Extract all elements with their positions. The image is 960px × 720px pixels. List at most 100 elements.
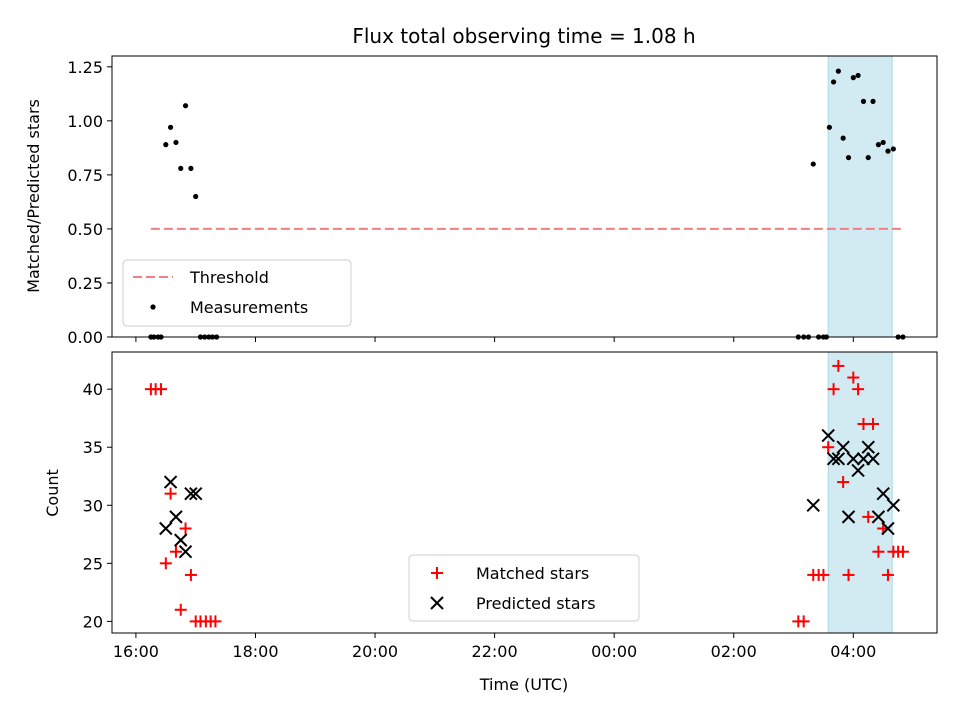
predicted-star-point <box>831 452 846 466</box>
measurement-point <box>880 139 886 146</box>
legend-matched-swatch <box>431 567 443 579</box>
predicted-star-point <box>826 452 841 466</box>
measurement-point <box>860 98 867 104</box>
measurement-point <box>885 148 891 154</box>
matched-star-point <box>817 568 830 581</box>
legend-matched-label: Matched stars <box>476 564 589 583</box>
y-tick-label: 40 <box>83 380 103 399</box>
x-tick-label: 04:00 <box>830 642 876 661</box>
predicted-stars-series <box>159 428 901 559</box>
predicted-star-point <box>861 440 875 454</box>
predicted-star-point <box>841 510 856 524</box>
legend-box <box>122 259 352 327</box>
predicted-star-point <box>159 521 173 536</box>
matched-star-point <box>797 615 810 628</box>
x-tick-label: 22:00 <box>472 642 518 661</box>
y-tick-label: 25 <box>83 554 103 573</box>
predicted-star-point <box>866 452 880 466</box>
matched-star-point <box>184 568 197 581</box>
x-tick-label: 16:00 <box>113 642 159 661</box>
matched-star-point <box>872 545 885 558</box>
chart-title: Flux total observing time = 1.08 h <box>352 24 695 48</box>
measurement-point <box>173 139 179 146</box>
predicted-star-point <box>163 475 178 489</box>
measurement-point <box>835 68 841 74</box>
matched-star-point <box>155 383 168 396</box>
matched-star-point <box>842 568 855 581</box>
matched-star-point <box>896 545 909 558</box>
predicted-star-point <box>846 452 861 466</box>
measurement-point <box>188 165 194 171</box>
matched-star-point <box>847 371 860 384</box>
measurement-point <box>865 154 871 161</box>
measurement-point <box>870 98 876 104</box>
y-tick-label: 0.75 <box>67 166 103 185</box>
y-tick-label: 0.00 <box>67 328 103 347</box>
matched-star-point <box>852 383 865 396</box>
x-tick-label: 00:00 <box>591 642 637 661</box>
predicted-star-point <box>806 498 820 512</box>
ratio-panel: 0.00 0.25 0.50 0.75 1.00 1.25 Threshold Measure… <box>67 55 938 347</box>
matched-star-point <box>209 615 222 628</box>
predicted-star-point <box>886 498 901 512</box>
legend-predicted-swatch <box>430 596 444 610</box>
legend-threshold-label: Threshold <box>189 268 269 287</box>
observing-window-span <box>827 55 893 338</box>
matched-star-point <box>832 359 845 372</box>
predicted-star-point <box>184 486 198 501</box>
measurement-point <box>850 75 856 81</box>
legend-predicted-label: Predicted stars <box>476 594 596 613</box>
legend-count: Matched stars Predicted stars <box>408 554 640 622</box>
matched-star-point <box>827 383 840 396</box>
axes-frame <box>111 55 938 338</box>
matched-star-point <box>862 510 875 523</box>
measurement-point <box>830 79 837 85</box>
predicted-star-point <box>821 428 835 443</box>
measurement-point <box>810 161 816 167</box>
measurement-point <box>182 103 189 109</box>
x-tick-label: 20:00 <box>352 642 398 661</box>
measurement-point <box>163 142 169 148</box>
matched-star-point <box>164 487 177 500</box>
x-axis-label: Time (UTC) <box>479 675 568 694</box>
matched-star-point <box>881 568 894 581</box>
measurement-point <box>845 154 852 161</box>
predicted-star-point <box>876 486 890 501</box>
y-tick-label: 0.25 <box>67 274 103 293</box>
y-tick-label: 20 <box>83 612 103 631</box>
predicted-star-point <box>851 463 865 478</box>
legend-box <box>408 554 640 622</box>
matched-star-point <box>837 476 850 489</box>
y-tick-label: 30 <box>83 496 103 515</box>
predicted-star-point <box>169 510 183 524</box>
count-panel: 20 25 30 35 40 16:00 18:00 20:00 22:00 00:00 02:00… <box>83 351 938 661</box>
measurement-point <box>875 142 882 148</box>
y-axis-label-ratio: Matched/Predicted stars <box>24 99 43 293</box>
y-tick-label: 35 <box>83 438 103 457</box>
y-axis-label-count: Count <box>43 469 62 517</box>
matched-star-point <box>169 545 182 558</box>
y-tick-label: 1.25 <box>67 58 103 77</box>
y-tick-label: 1.00 <box>67 112 103 131</box>
measurement-point <box>178 165 184 171</box>
measurement-point <box>826 124 832 130</box>
matched-star-point <box>159 557 172 570</box>
predicted-star-point <box>188 486 203 501</box>
predicted-star-point <box>856 452 871 466</box>
x-tick-label: 02:00 <box>711 642 757 661</box>
measurement-point <box>840 135 846 141</box>
predicted-star-point <box>174 533 188 547</box>
legend-ratio: Threshold Measurements <box>122 259 352 327</box>
matched-stars-series <box>144 359 909 628</box>
matched-star-point <box>822 441 835 454</box>
y-tick-label: 0.50 <box>67 220 103 239</box>
matched-star-point <box>867 417 880 430</box>
predicted-star-point <box>836 440 850 454</box>
matched-star-point <box>174 603 187 616</box>
measurement-point <box>193 193 199 200</box>
legend-measurements-label: Measurements <box>190 298 308 317</box>
predicted-star-point <box>178 545 193 559</box>
legend-measurements-swatch <box>150 304 156 310</box>
x-tick-label: 18:00 <box>232 642 278 661</box>
